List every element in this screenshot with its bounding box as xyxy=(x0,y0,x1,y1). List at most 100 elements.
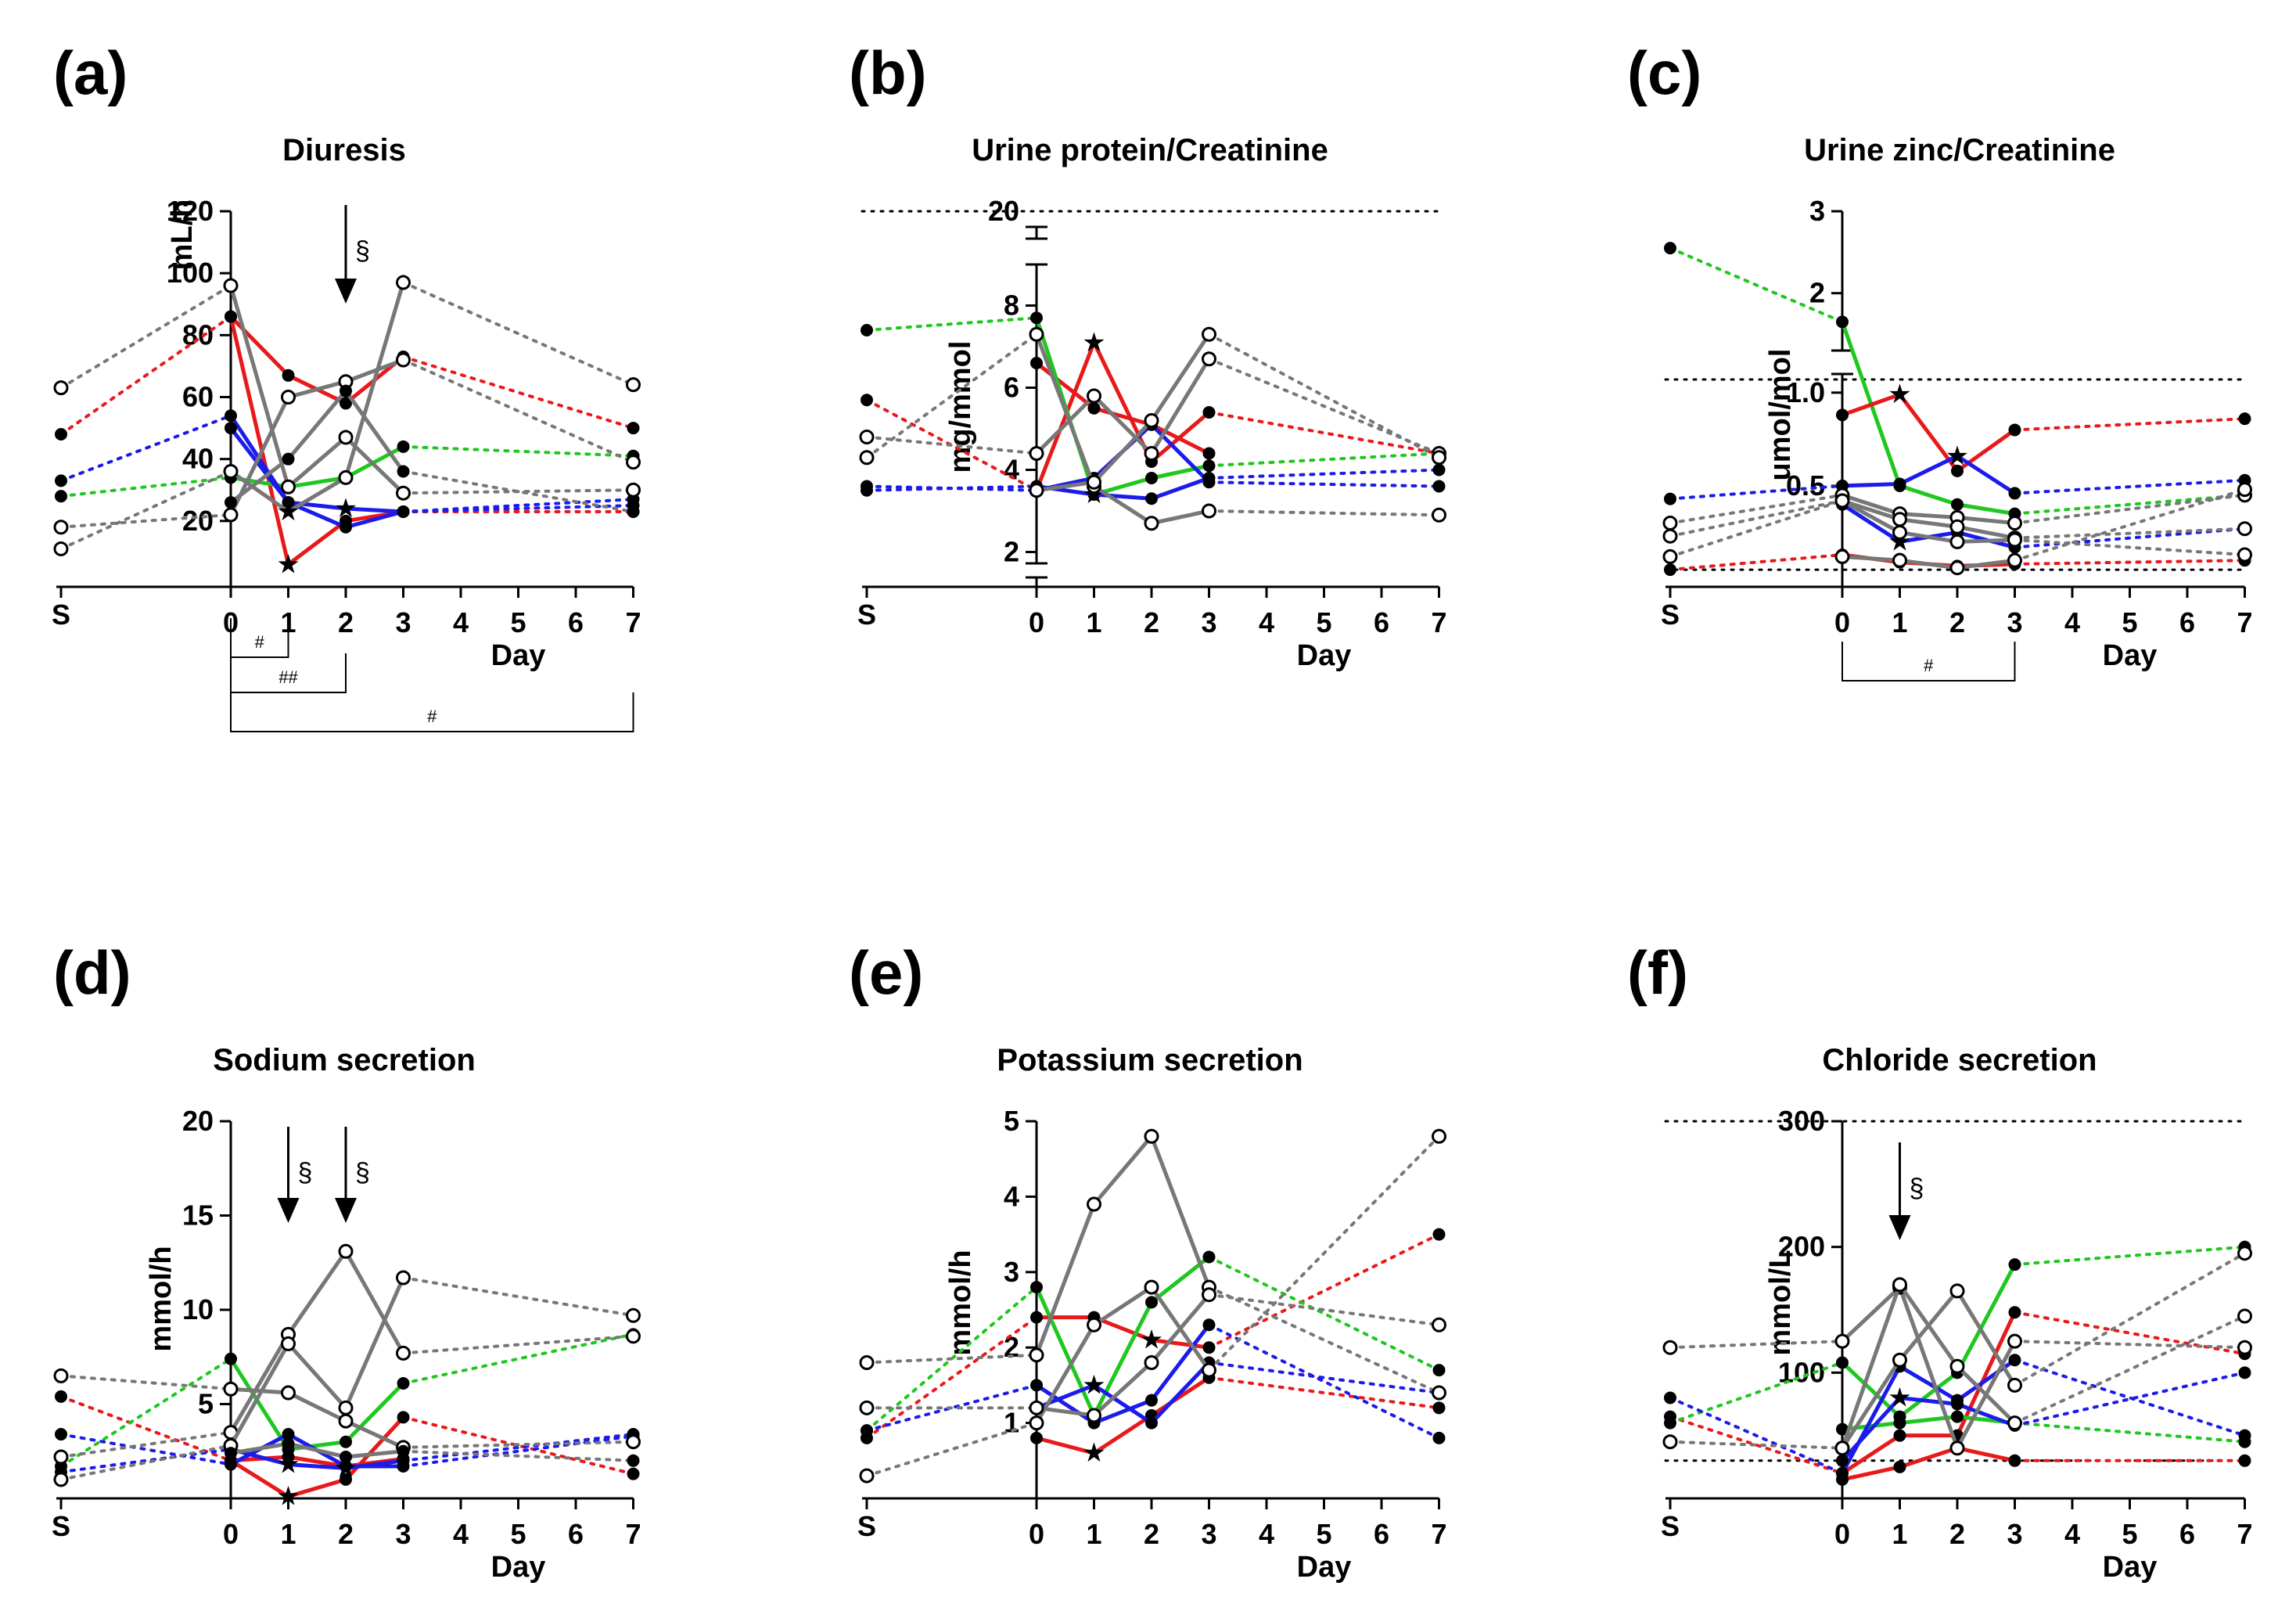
series-line xyxy=(1841,392,2016,473)
x-tick-label: 1 xyxy=(1892,1518,1907,1550)
filled-marker xyxy=(627,422,640,435)
filled-marker xyxy=(225,409,237,423)
series-line xyxy=(1841,1446,2016,1482)
series-line xyxy=(1841,554,2015,570)
filled-marker xyxy=(1836,1454,1849,1467)
arrow-head xyxy=(335,1198,357,1223)
series-gray-7 xyxy=(1662,493,2252,564)
open-marker xyxy=(1029,1415,1044,1431)
y-tick-label: 6 xyxy=(1004,372,1019,404)
filled-marker xyxy=(1087,401,1101,415)
x-tick-label: 5 xyxy=(1316,1518,1331,1550)
open-marker xyxy=(2237,1340,2252,1355)
open-marker xyxy=(223,464,239,479)
series-dotted-baseline xyxy=(865,333,1038,459)
open-marker xyxy=(1662,1434,1678,1450)
open-marker xyxy=(626,1329,641,1344)
series-dotted-followup xyxy=(401,1440,635,1449)
series-dotted-baseline xyxy=(59,469,232,551)
open-marker xyxy=(53,380,69,396)
filled-marker xyxy=(397,465,410,478)
arrow-label: § xyxy=(1910,1174,1924,1203)
open-marker xyxy=(1892,524,1907,540)
open-marker xyxy=(1144,516,1159,531)
open-marker xyxy=(859,1354,875,1370)
arrow-label: § xyxy=(298,1158,313,1188)
series-dotted-baseline xyxy=(865,1421,1038,1478)
open-marker xyxy=(1892,1277,1907,1293)
series-line xyxy=(228,358,404,516)
open-marker xyxy=(223,278,239,293)
y-tick-label: 4 xyxy=(1004,1180,1019,1212)
open-marker xyxy=(281,390,296,405)
series-gray-5 xyxy=(859,1128,1446,1401)
series-dotted-baseline xyxy=(59,414,232,483)
significance-bracket xyxy=(1841,642,2016,682)
series-dotted-followup xyxy=(401,358,635,464)
y-tick-label: 120 xyxy=(167,195,214,227)
x-tick-label: 7 xyxy=(2237,606,2252,638)
open-marker xyxy=(396,275,411,290)
series-line xyxy=(229,389,405,505)
series-line xyxy=(229,426,404,514)
open-marker xyxy=(1087,1317,1101,1332)
x-tick-label: 1 xyxy=(1892,606,1907,638)
series-gray-6 xyxy=(53,352,641,535)
filled-marker xyxy=(55,428,67,441)
filled-marker xyxy=(1432,1401,1446,1415)
open-marker xyxy=(281,1385,296,1401)
filled-marker xyxy=(1432,1431,1446,1444)
series-line xyxy=(1034,1255,1211,1418)
open-marker xyxy=(2007,1415,2022,1431)
bracket-label: # xyxy=(1924,656,1934,675)
chart-title: Urine protein/Creatinine xyxy=(972,133,1328,167)
x-axis-title: Day xyxy=(491,639,546,672)
filled-marker xyxy=(282,452,295,466)
open-marker xyxy=(1834,1333,1850,1349)
series-dotted-baseline xyxy=(1669,246,1844,324)
y-tick-label: 4 xyxy=(1004,454,1019,486)
x-tick-label: 5 xyxy=(510,1518,526,1550)
series-blue-3: ★ xyxy=(1664,441,2251,505)
series-red-1: ★ xyxy=(1836,379,2251,477)
open-marker xyxy=(223,1381,239,1397)
y-tick-label: 60 xyxy=(182,381,214,413)
x-tick-label: 0 xyxy=(1834,1518,1850,1550)
filled-marker xyxy=(2008,423,2021,437)
series-dotted-followup xyxy=(1207,480,1441,488)
series-line xyxy=(1034,333,1210,526)
filled-marker xyxy=(1893,1429,1906,1442)
chart-title: Diuresis xyxy=(282,133,406,167)
open-marker xyxy=(1834,1440,1850,1456)
open-marker xyxy=(1029,483,1044,498)
series-dotted-baseline xyxy=(865,316,1038,332)
series-red-1 xyxy=(1030,357,1216,460)
filled-marker xyxy=(1202,1318,1216,1332)
y-tick-label: 0.5 xyxy=(1786,469,1825,502)
open-marker xyxy=(1949,1358,1965,1374)
series-line xyxy=(228,285,405,495)
series-line xyxy=(1841,1415,2015,1432)
filled-marker xyxy=(1893,477,1906,491)
x-tick-label: 3 xyxy=(395,1518,411,1550)
series-dotted-followup xyxy=(401,1434,635,1469)
filled-marker xyxy=(55,1390,67,1403)
filled-marker xyxy=(2008,1354,2021,1367)
open-marker xyxy=(1029,326,1044,342)
filled-marker xyxy=(1202,1341,1216,1354)
series-dotted-baseline xyxy=(59,1448,232,1474)
x-tick-label: 4 xyxy=(1259,1518,1274,1550)
filled-marker xyxy=(1030,1281,1043,1294)
open-marker xyxy=(1087,474,1101,490)
filled-marker xyxy=(861,394,873,407)
filled-marker xyxy=(225,1447,237,1460)
filled-marker xyxy=(282,369,295,382)
star-marker: ★ xyxy=(276,1450,300,1480)
x-tick-label: 6 xyxy=(1374,606,1389,638)
open-marker xyxy=(626,455,641,470)
open-marker xyxy=(2237,1246,2252,1261)
x-tick-label: 6 xyxy=(568,1518,584,1550)
series-gray-7 xyxy=(1662,1246,2252,1456)
filled-marker xyxy=(397,505,410,518)
y-axis-label: mg/mmol xyxy=(944,341,977,473)
